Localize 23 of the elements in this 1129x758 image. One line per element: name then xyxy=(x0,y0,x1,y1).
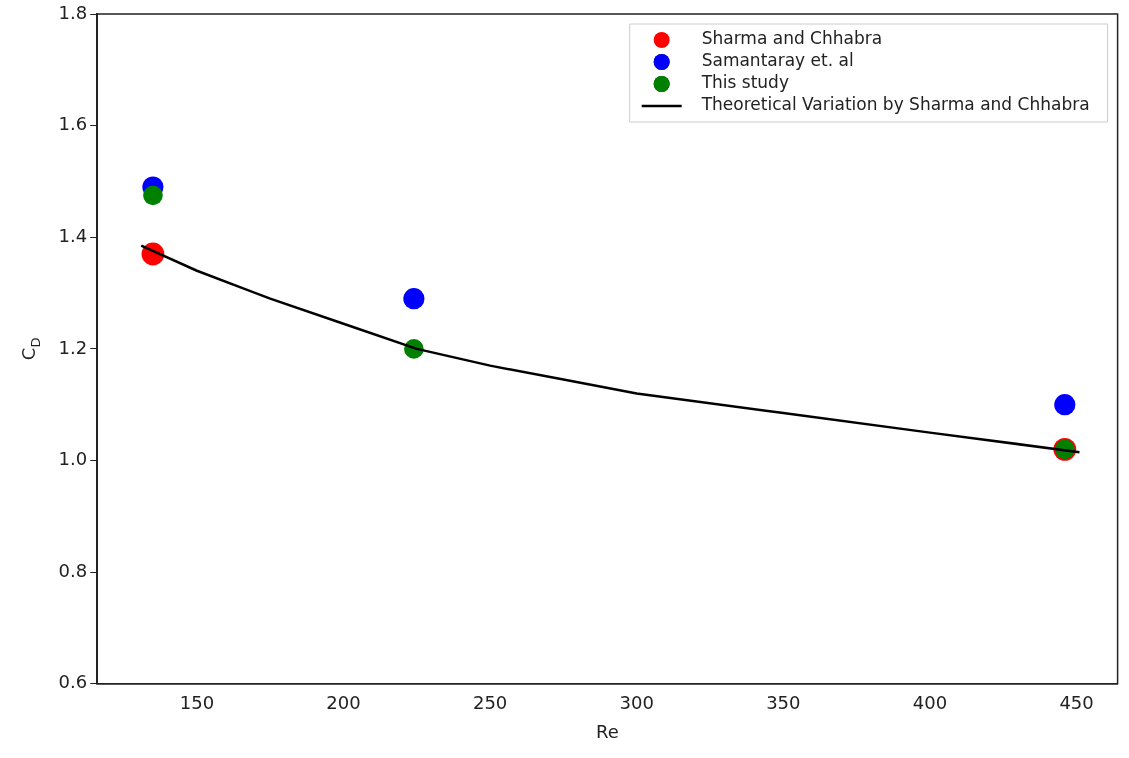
x-tick-label: 150 xyxy=(179,692,215,714)
x-tick-label: 300 xyxy=(619,692,654,714)
x-tick-label: 200 xyxy=(326,692,361,714)
point xyxy=(1054,394,1076,416)
x-tick-label: 400 xyxy=(912,692,948,714)
legend-label: Samantaray et. al xyxy=(701,50,854,71)
legend-label: Sharma and Chhabra xyxy=(701,28,883,49)
point xyxy=(143,185,163,206)
y-axis-title: CD xyxy=(18,337,43,361)
legend-label: This study xyxy=(700,72,789,93)
y-tick-label: 1.4 xyxy=(58,224,88,246)
y-tick-label: 1.2 xyxy=(58,336,88,358)
y-tick-label: 1.8 xyxy=(58,1,88,23)
x-tick-label: 250 xyxy=(472,692,508,714)
point xyxy=(403,288,425,310)
y-tick-label: 1.6 xyxy=(58,113,88,135)
x-tick-label: 450 xyxy=(1059,692,1094,714)
x-tick-label: 350 xyxy=(766,692,801,714)
legend-label: Theoretical Variation by Sharma and Chhabra xyxy=(700,94,1090,115)
x-axis-title: Re xyxy=(596,720,619,742)
y-tick-label: 0.6 xyxy=(58,671,88,693)
y-tick-label: 0.8 xyxy=(58,559,88,581)
y-tick-label: 1.0 xyxy=(58,448,88,470)
